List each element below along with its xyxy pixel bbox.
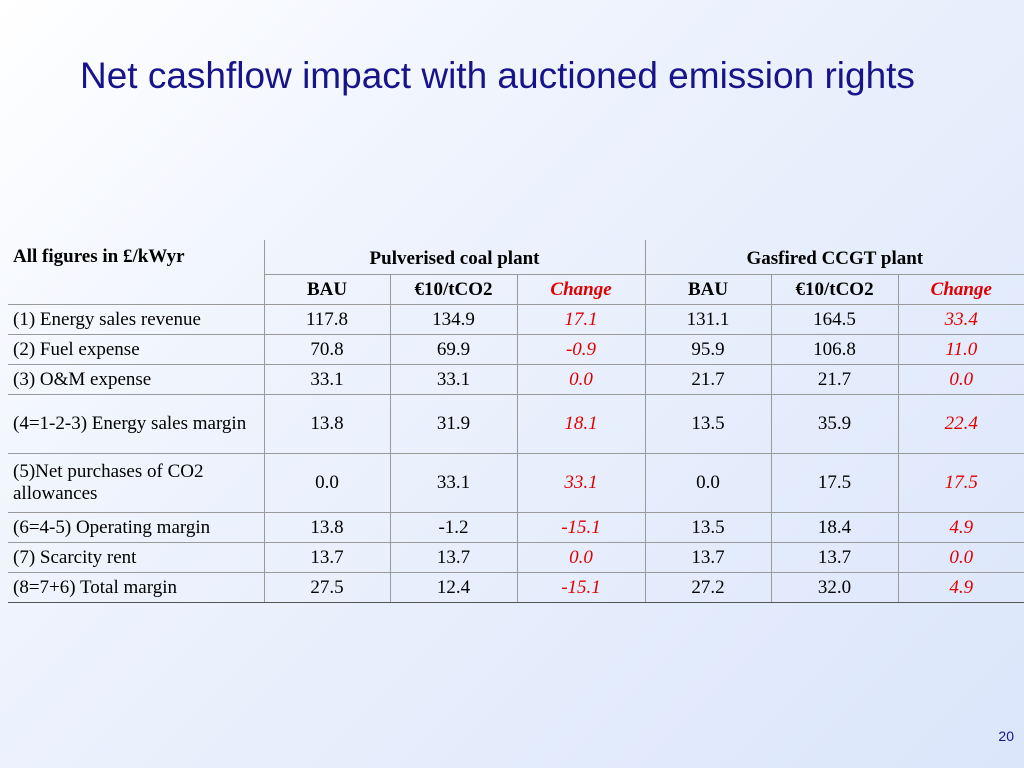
column-header: €10/tCO2: [771, 274, 899, 305]
table-cell: 95.9: [645, 334, 772, 365]
group-header-ccgt: Gasfired CCGT plant: [645, 240, 1024, 275]
table-cell: 12.4: [390, 572, 518, 603]
column-header-change: Change: [898, 274, 1024, 305]
page-number: 20: [998, 728, 1014, 744]
table-cell: 117.8: [264, 304, 391, 335]
change-cell: -15.1: [517, 512, 646, 543]
row-label: (7) Scarcity rent: [8, 542, 265, 573]
table-cell: 13.7: [264, 542, 391, 573]
change-cell: 17.5: [898, 453, 1024, 513]
table-row: (5)Net purchases of CO2 allowances 0.0 3…: [8, 453, 1024, 513]
column-header: €10/tCO2: [390, 274, 518, 305]
table-cell: 17.5: [771, 453, 899, 513]
table-cell: 13.7: [645, 542, 772, 573]
row-label: (5)Net purchases of CO2 allowances: [8, 453, 265, 513]
column-header-change: Change: [517, 274, 646, 305]
table-row: (4=1-2-3) Energy sales margin 13.8 31.9 …: [8, 394, 1024, 454]
table-row: (6=4-5) Operating margin 13.8 -1.2 -15.1…: [8, 512, 1024, 543]
row-label: (8=7+6) Total margin: [8, 572, 265, 603]
row-label: (3) O&M expense: [8, 364, 265, 395]
change-cell: 17.1: [517, 304, 646, 335]
slide-title: Net cashflow impact with auctioned emiss…: [80, 55, 915, 96]
table-cell: 33.1: [390, 453, 518, 513]
change-cell: 0.0: [517, 542, 646, 573]
row-label: (4=1-2-3) Energy sales margin: [8, 394, 265, 454]
table-corner-label: All figures in £/kWyr: [8, 240, 265, 305]
table-cell: 18.4: [771, 512, 899, 543]
table-row: (1) Energy sales revenue 117.8 134.9 17.…: [8, 304, 1024, 335]
table-cell: 33.1: [390, 364, 518, 395]
table-cell: 70.8: [264, 334, 391, 365]
table-cell: 0.0: [645, 453, 772, 513]
row-label: (6=4-5) Operating margin: [8, 512, 265, 543]
row-label: (2) Fuel expense: [8, 334, 265, 365]
table-cell: 21.7: [645, 364, 772, 395]
change-cell: 11.0: [898, 334, 1024, 365]
table-cell: 106.8: [771, 334, 899, 365]
change-cell: -15.1: [517, 572, 646, 603]
table-cell: 35.9: [771, 394, 899, 454]
table-cell: 13.7: [390, 542, 518, 573]
change-cell: 18.1: [517, 394, 646, 454]
table-row: (8=7+6) Total margin 27.5 12.4 -15.1 27.…: [8, 572, 1024, 603]
table-cell: 131.1: [645, 304, 772, 335]
table-cell: 13.8: [264, 512, 391, 543]
table-row: (7) Scarcity rent 13.7 13.7 0.0 13.7 13.…: [8, 542, 1024, 573]
change-cell: 0.0: [898, 542, 1024, 573]
change-cell: 33.4: [898, 304, 1024, 335]
change-cell: 0.0: [898, 364, 1024, 395]
table-cell: 164.5: [771, 304, 899, 335]
change-cell: 4.9: [898, 512, 1024, 543]
table-row: (2) Fuel expense 70.8 69.9 -0.9 95.9 106…: [8, 334, 1024, 365]
cashflow-table: All figures in £/kWyr Pulverised coal pl…: [8, 240, 1024, 603]
change-cell: 4.9: [898, 572, 1024, 603]
table-cell: 31.9: [390, 394, 518, 454]
table-header-group-row: All figures in £/kWyr Pulverised coal pl…: [8, 240, 1024, 305]
table-cell: 134.9: [390, 304, 518, 335]
table-cell: 13.5: [645, 512, 772, 543]
table-cell: 27.2: [645, 572, 772, 603]
table-cell: 69.9: [390, 334, 518, 365]
row-label: (1) Energy sales revenue: [8, 304, 265, 335]
column-header: BAU: [645, 274, 772, 305]
change-cell: 0.0: [517, 364, 646, 395]
column-header: BAU: [264, 274, 391, 305]
table-header-column-row: BAU €10/tCO2 Change BAU €10/tCO2 Change: [8, 274, 1024, 305]
table-cell: 21.7: [771, 364, 899, 395]
table-cell: 13.7: [771, 542, 899, 573]
table-cell: 13.5: [645, 394, 772, 454]
change-cell: 33.1: [517, 453, 646, 513]
change-cell: 22.4: [898, 394, 1024, 454]
table-cell: 13.8: [264, 394, 391, 454]
table-cell: -1.2: [390, 512, 518, 543]
group-header-coal: Pulverised coal plant: [264, 240, 646, 275]
table-cell: 0.0: [264, 453, 391, 513]
table-cell: 27.5: [264, 572, 391, 603]
table-cell: 32.0: [771, 572, 899, 603]
change-cell: -0.9: [517, 334, 646, 365]
table-cell: 33.1: [264, 364, 391, 395]
table-row: (3) O&M expense 33.1 33.1 0.0 21.7 21.7 …: [8, 364, 1024, 395]
